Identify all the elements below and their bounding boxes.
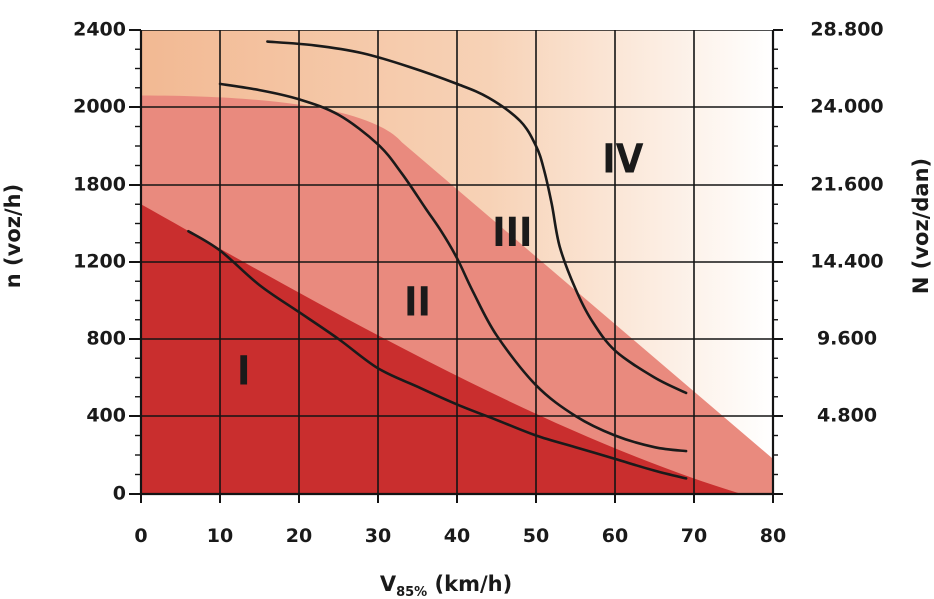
zone-label-3: III	[492, 210, 532, 256]
y2-tick-label-4: 24.000	[810, 96, 883, 118]
y2-tick-label-3: 21.600	[810, 174, 883, 196]
tick-labels: 040080012001800200024004.8009.60014.4002…	[73, 19, 884, 548]
plot-area	[141, 30, 773, 494]
boundary-curve-2	[218, 82, 688, 453]
y-axis-title: n (voz/h)	[1, 184, 25, 288]
grid-lines	[141, 30, 773, 494]
y2-tick-label-2: 14.400	[810, 251, 883, 273]
y-tick-label-4: 1800	[73, 174, 126, 196]
x-tick-label-3: 30	[365, 525, 391, 547]
zone-i-band	[141, 204, 742, 494]
y-tick-label-2: 800	[86, 328, 126, 350]
x-tick-label-5: 50	[523, 525, 549, 547]
x-tick-label-7: 70	[681, 525, 707, 547]
x-tick-label-6: 60	[602, 525, 628, 547]
x-tick-label-8: 80	[760, 525, 786, 547]
x-tick-label-4: 40	[444, 525, 470, 547]
axis-ticks	[129, 29, 783, 503]
y2-tick-label-5: 28.800	[810, 19, 883, 41]
y-tick-label-6: 2400	[73, 19, 126, 41]
x-axis-title: V85% (km/h)	[380, 572, 512, 599]
y-tick-label-5: 2000	[73, 96, 126, 118]
y2-axis-title: N (voz/dan)	[909, 158, 933, 294]
zone-label-2: II	[404, 279, 431, 325]
y-tick-label-1: 400	[86, 405, 126, 427]
series-curves	[187, 40, 688, 480]
boundary-curve-1	[187, 229, 688, 480]
y-tick-label-3: 1200	[73, 251, 126, 273]
x-tick-label-1: 10	[207, 525, 233, 547]
y2-tick-label-0: 4.800	[817, 405, 877, 427]
y-tick-label-0: 0	[113, 483, 126, 505]
boundary-curve-3	[266, 40, 688, 395]
zone-label-1: I	[237, 349, 250, 395]
x-tick-label-2: 20	[286, 525, 312, 547]
zone-label-4: IV	[602, 137, 643, 183]
x-tick-label-0: 0	[134, 525, 147, 547]
y2-tick-label-1: 9.600	[817, 328, 877, 350]
